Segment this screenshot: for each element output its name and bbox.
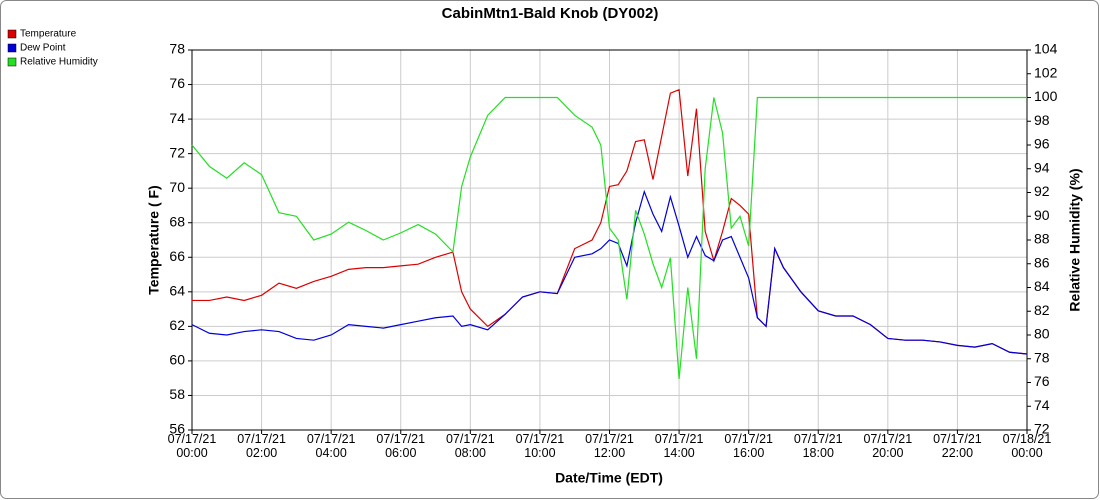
legend-label: Dew Point bbox=[20, 43, 66, 54]
x-tick-label: 07/18/21 00:00 bbox=[1002, 432, 1052, 460]
y2-tick-label: 78 bbox=[1034, 349, 1050, 365]
y-tick-label: 56 bbox=[169, 421, 185, 437]
y2-tick-label: 88 bbox=[1034, 231, 1050, 247]
y-tick-label: 74 bbox=[169, 110, 185, 126]
x-axis-title: Date/Time (EDT) bbox=[555, 470, 663, 486]
plot-border bbox=[191, 49, 1028, 431]
x-tick-label: 07/17/21 22:00 bbox=[933, 432, 982, 460]
y-tick-label: 76 bbox=[169, 75, 185, 91]
y2-tick-label: 80 bbox=[1034, 326, 1050, 342]
x-tick-label: 07/17/21 16:00 bbox=[724, 432, 773, 460]
y2-tick-label: 74 bbox=[1034, 397, 1050, 413]
x-tick-label: 07/17/21 10:00 bbox=[515, 432, 565, 460]
legend-label: Relative Humidity bbox=[20, 57, 98, 68]
y2-tick-label: 102 bbox=[1034, 64, 1058, 80]
y2-tick-label: 72 bbox=[1034, 421, 1050, 437]
legend-label: Temperature bbox=[20, 29, 77, 40]
x-tick-label: 07/17/21 00:00 bbox=[167, 432, 217, 460]
x-tick-label: 07/17/21 04:00 bbox=[306, 432, 356, 460]
y-tick-label: 72 bbox=[169, 144, 185, 160]
x-tick-label: 07/17/21 08:00 bbox=[445, 432, 495, 460]
x-tick-label: 07/17/21 20:00 bbox=[863, 432, 913, 460]
y2-tick-label: 92 bbox=[1034, 183, 1050, 199]
x-tick-label: 07/17/21 18:00 bbox=[793, 432, 843, 460]
chart-title: CabinMtn1-Bald Knob (DY002) bbox=[442, 5, 659, 22]
legend-swatch bbox=[7, 29, 17, 39]
x-tick-label: 07/17/21 06:00 bbox=[376, 432, 426, 460]
y-tick-label: 58 bbox=[169, 386, 185, 402]
y2-tick-label: 76 bbox=[1034, 373, 1050, 389]
y2-tick-label: 96 bbox=[1034, 136, 1050, 152]
series-line bbox=[191, 96, 1027, 379]
y-tick-label: 66 bbox=[169, 248, 185, 264]
y2-tick-label: 104 bbox=[1034, 41, 1058, 57]
y2-tick-label: 94 bbox=[1034, 159, 1050, 175]
legend-swatch bbox=[7, 43, 17, 53]
y-tick-label: 78 bbox=[169, 41, 185, 57]
y2-tick-label: 84 bbox=[1034, 278, 1050, 294]
y2-tick-label: 86 bbox=[1034, 254, 1050, 270]
y-tick-label: 60 bbox=[169, 352, 185, 368]
y2-tick-label: 98 bbox=[1034, 112, 1050, 128]
y-tick-label: 62 bbox=[169, 317, 185, 333]
y2-tick-label: 100 bbox=[1034, 88, 1058, 104]
y-tick-label: 64 bbox=[169, 283, 185, 299]
y-tick-label: 70 bbox=[169, 179, 185, 195]
y-axis-title: Temperature ( F) bbox=[146, 185, 162, 294]
series-line bbox=[191, 189, 1028, 355]
legend-swatch bbox=[7, 57, 17, 67]
x-tick-label: 07/17/21 12:00 bbox=[585, 432, 634, 460]
x-tick-label: 07/17/21 02:00 bbox=[237, 432, 286, 460]
y2-tick-label: 90 bbox=[1034, 207, 1050, 223]
x-tick-label: 07/17/21 14:00 bbox=[654, 432, 704, 460]
y2-axis-title: Relative Humidity (%) bbox=[1067, 168, 1083, 311]
y-tick-label: 68 bbox=[169, 213, 185, 229]
y2-tick-label: 82 bbox=[1034, 302, 1050, 318]
